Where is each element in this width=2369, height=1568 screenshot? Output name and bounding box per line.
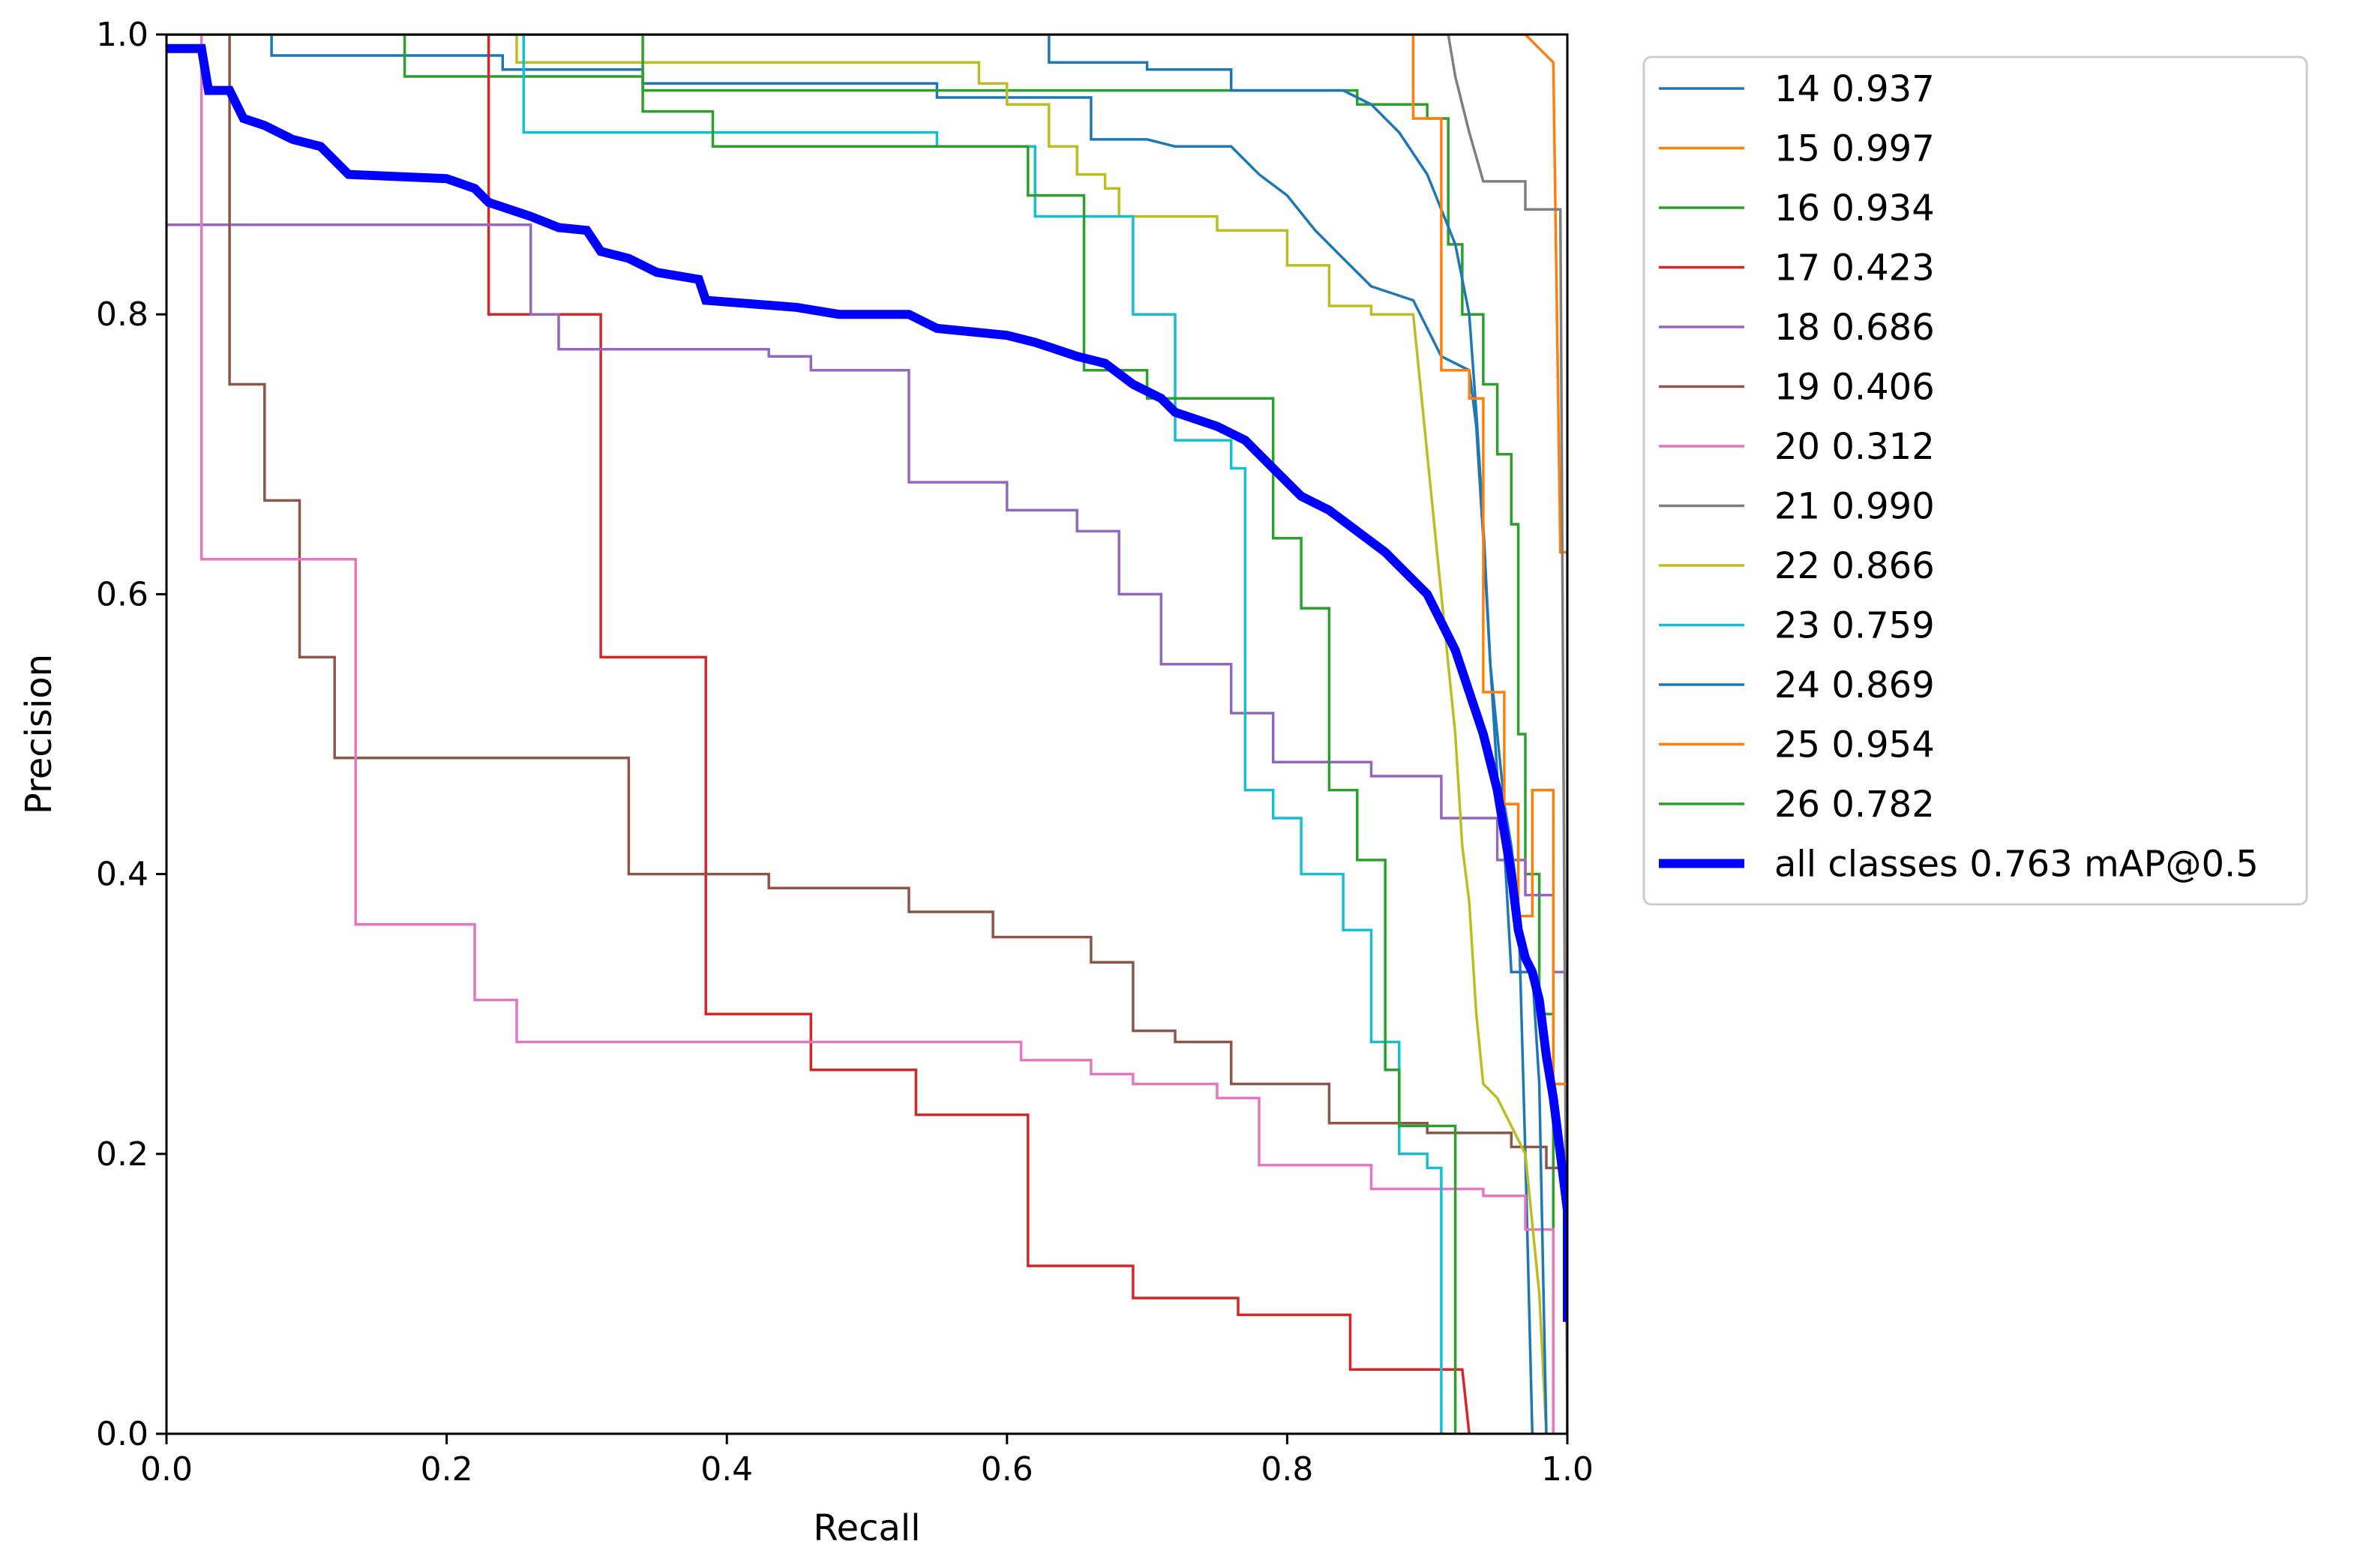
y-tick-label: 0.2: [96, 1135, 148, 1174]
series-line-7: [166, 34, 1567, 1434]
y-axis-title: Precision: [18, 654, 60, 814]
x-axis-ticks: 0.0 0.2 0.4 0.6 0.8 1.0: [140, 1434, 1594, 1489]
y-tick-label: 0.8: [96, 295, 148, 334]
y-tick-label: 0.6: [96, 575, 148, 613]
legend-label-10: 24 0.869: [1774, 664, 1935, 706]
legend-label-1: 15 0.997: [1774, 128, 1935, 170]
legend-label-3: 17 0.423: [1774, 247, 1935, 289]
x-tick-label: 0.0: [140, 1450, 193, 1489]
legend-label-8: 22 0.866: [1774, 545, 1935, 587]
legend-label-13: all classes 0.763 mAP@0.5: [1774, 844, 2259, 886]
y-tick-label: 0.0: [96, 1415, 148, 1453]
series-line-1: [166, 34, 1567, 1434]
series-line-12: [166, 34, 1457, 1434]
series-line-6: [166, 34, 1555, 1434]
x-tick-label: 1.0: [1541, 1450, 1594, 1489]
legend-label-0: 14 0.937: [1774, 68, 1935, 110]
legend-label-12: 26 0.782: [1774, 784, 1935, 826]
series-line-2: [166, 34, 1555, 1434]
legend-label-7: 21 0.990: [1774, 486, 1935, 528]
legend-label-2: 16 0.934: [1774, 187, 1935, 229]
legend-label-9: 23 0.759: [1774, 605, 1935, 647]
series-line-11: [166, 34, 1567, 1434]
legend-label-4: 18 0.686: [1774, 307, 1935, 349]
x-axis-title: Recall: [813, 1507, 920, 1549]
x-tick-label: 0.6: [981, 1450, 1033, 1489]
legend-label-11: 25 0.954: [1774, 724, 1935, 766]
y-axis-ticks: 0.0 0.2 0.4 0.6 0.8 1.0: [96, 16, 166, 1453]
plot-frame: [165, 33, 1569, 1435]
x-tick-label: 0.8: [1261, 1450, 1313, 1489]
curves-group: [166, 34, 1567, 1434]
y-tick-label: 1.0: [96, 16, 148, 54]
legend-label-6: 20 0.312: [1774, 426, 1935, 468]
legend-label-5: 19 0.406: [1774, 367, 1935, 409]
x-tick-label: 0.4: [700, 1450, 753, 1489]
legend: 14 0.937 15 0.997 16 0.934 17 0.423 18 0.686…: [1642, 55, 2308, 906]
series-line-8: [166, 34, 1548, 1434]
y-tick-label: 0.4: [96, 856, 148, 894]
series-line-3: [166, 34, 1471, 1434]
series-line-13: [166, 43, 1567, 1322]
x-tick-label: 0.2: [421, 1450, 473, 1489]
legend-frame: [1642, 55, 2308, 906]
